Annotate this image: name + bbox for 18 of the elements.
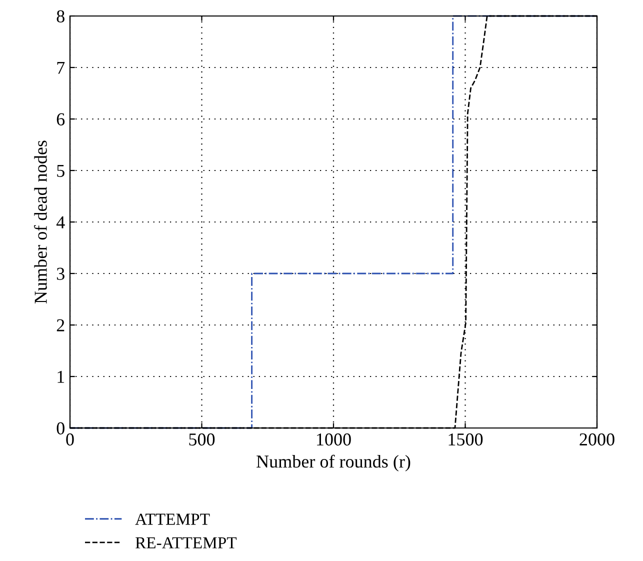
y-tick-label: 7: [57, 62, 65, 74]
x-tick-label: 1500: [448, 433, 483, 446]
y-tick-label: 3: [56, 268, 64, 280]
x-axis-title: Number of rounds (r): [256, 454, 410, 472]
y-tick-label: 1: [58, 370, 64, 383]
y-tick-label: 0: [56, 422, 64, 434]
x-tick-label: 0: [66, 433, 74, 446]
y-tick-label: 5: [57, 164, 64, 177]
y-tick-label: 2: [56, 319, 64, 332]
y-tick-label: 8: [56, 10, 64, 22]
y-axis-title: Number of dead nodes: [34, 140, 47, 304]
legend-label: ATTEMPT: [135, 514, 210, 525]
x-tick-label: 2000: [580, 433, 614, 446]
legend-label: RE-ATTEMPT: [135, 537, 237, 548]
y-tick-label: 6: [56, 113, 65, 126]
x-tick-label: 500: [189, 433, 215, 446]
x-tick-label: 1000: [317, 433, 351, 446]
y-tick-label: 4: [56, 216, 65, 228]
